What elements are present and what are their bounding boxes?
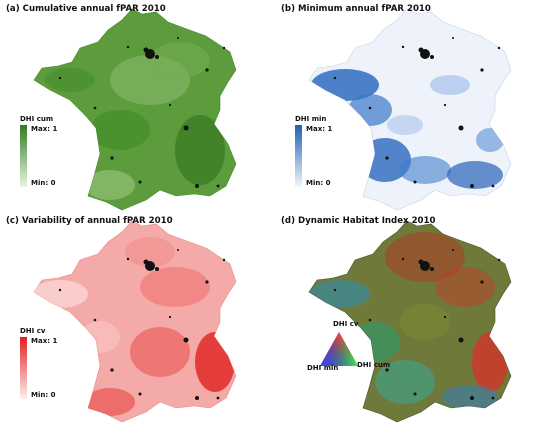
panel-cumulative-fpar: (a) Cumulative annual fPAR 2010 DHI cum … (0, 0, 275, 212)
legend-color-bar (20, 125, 27, 187)
panel-dynamic-habitat-index: (d) Dynamic Habitat Index 2010 DHI cv DH… (275, 212, 550, 424)
legend-min-label: Min: 0 (306, 179, 331, 187)
legend-max-label: Max: 1 (31, 337, 58, 345)
panel-title: (b) Minimum annual fPAR 2010 (281, 4, 431, 14)
legend-title: DHI min (295, 115, 327, 123)
panel-title: (c) Variability of annual fPAR 2010 (6, 216, 173, 226)
urban-areas-d (333, 249, 501, 400)
legend-rgb-triangle: DHI cv DHI min DHI cum (307, 320, 391, 378)
urban-areas-a (58, 37, 226, 188)
legend-max-label: Max: 1 (306, 125, 333, 133)
legend-max-label: Max: 1 (31, 125, 58, 133)
legend-color-bar (20, 337, 27, 399)
france-map-minimum (308, 8, 512, 211)
panel-title: (d) Dynamic Habitat Index 2010 (281, 216, 436, 226)
legend-dhi-cum: DHI cum Max: 1 Min: 0 (20, 115, 80, 195)
legend-color-bar (295, 125, 302, 187)
legend-min-label: Min: 0 (31, 391, 56, 399)
legend-dhi-cv: DHI cv Max: 1 Min: 0 (20, 327, 80, 407)
texture-dhi (310, 232, 508, 409)
legend-min-label: Min: 0 (31, 179, 56, 187)
rgb-triangle-swatch (320, 332, 358, 366)
urban-areas-b (333, 37, 501, 188)
legend-left-label: DHI min (307, 364, 339, 372)
legend-title: DHI cv (20, 327, 46, 335)
france-outline (308, 8, 512, 211)
legend-right-label: DHI cum (357, 361, 391, 369)
urban-areas-c (58, 249, 226, 400)
texture-cumulative (45, 42, 225, 200)
france-map-variability (33, 220, 237, 423)
panel-title: (a) Cumulative annual fPAR 2010 (6, 4, 166, 14)
legend-dhi-min: DHI min Max: 1 Min: 0 (295, 115, 355, 195)
panel-minimum-fpar: (b) Minimum annual fPAR 2010 DHI min Max… (275, 0, 550, 212)
legend-title: DHI cum (20, 115, 54, 123)
france-map-dhi (308, 220, 512, 423)
legend-top-label: DHI cv (333, 320, 359, 328)
panel-variability-fpar: (c) Variability of annual fPAR 2010 DHI … (0, 212, 275, 424)
france-map-cumulative (33, 8, 237, 211)
